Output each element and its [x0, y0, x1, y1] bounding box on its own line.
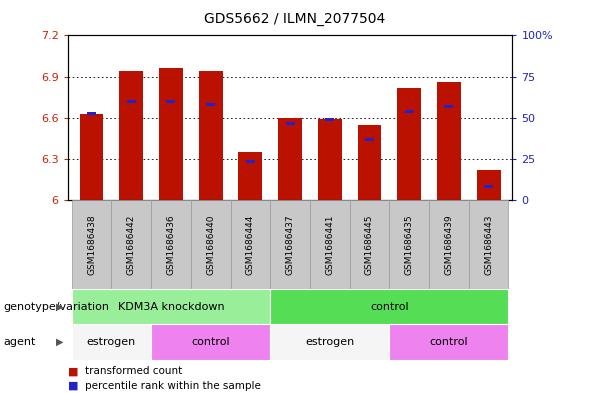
Bar — [350, 200, 389, 289]
Bar — [365, 138, 374, 141]
Bar — [477, 170, 501, 200]
Bar — [151, 200, 191, 289]
Text: percentile rank within the sample: percentile rank within the sample — [85, 381, 262, 391]
Text: control: control — [429, 337, 468, 347]
Bar — [127, 100, 136, 103]
Text: GDS5662 / ILMN_2077504: GDS5662 / ILMN_2077504 — [204, 12, 385, 26]
Text: GSM1686445: GSM1686445 — [365, 215, 374, 275]
Text: KDM3A knockdown: KDM3A knockdown — [118, 301, 224, 312]
Bar — [80, 114, 104, 200]
Bar — [286, 122, 294, 125]
Bar — [230, 200, 270, 289]
Bar — [87, 112, 96, 115]
Text: GSM1686435: GSM1686435 — [405, 214, 413, 275]
Bar — [405, 110, 413, 112]
Bar — [398, 88, 421, 200]
Bar — [159, 68, 183, 200]
Text: GSM1686438: GSM1686438 — [87, 214, 96, 275]
Text: genotype/variation: genotype/variation — [3, 301, 109, 312]
Text: estrogen: estrogen — [305, 337, 355, 347]
Bar — [429, 200, 469, 289]
Bar — [389, 200, 429, 289]
Bar — [270, 289, 508, 324]
Text: ■: ■ — [68, 366, 78, 376]
Text: control: control — [191, 337, 230, 347]
Bar — [167, 100, 176, 103]
Bar — [325, 118, 335, 121]
Text: ▶: ▶ — [56, 337, 64, 347]
Text: ■: ■ — [68, 381, 78, 391]
Text: estrogen: estrogen — [87, 337, 136, 347]
Bar — [206, 103, 215, 106]
Bar — [270, 200, 310, 289]
Text: GSM1686437: GSM1686437 — [286, 214, 294, 275]
Bar — [278, 118, 302, 200]
Text: GSM1686443: GSM1686443 — [484, 215, 493, 275]
Text: control: control — [370, 301, 409, 312]
Bar — [151, 324, 270, 360]
Bar — [318, 119, 342, 200]
Bar — [111, 200, 151, 289]
Bar — [239, 152, 262, 200]
Bar — [72, 289, 270, 324]
Bar — [484, 185, 493, 188]
Bar — [437, 82, 461, 200]
Text: agent: agent — [3, 337, 35, 347]
Bar — [191, 200, 230, 289]
Text: GSM1686444: GSM1686444 — [246, 215, 255, 275]
Bar — [469, 200, 508, 289]
Text: GSM1686442: GSM1686442 — [127, 215, 135, 275]
Bar — [310, 200, 350, 289]
Bar — [444, 105, 454, 108]
Text: GSM1686436: GSM1686436 — [167, 214, 176, 275]
Bar — [246, 160, 255, 163]
Bar — [389, 324, 508, 360]
Text: GSM1686439: GSM1686439 — [445, 214, 454, 275]
Bar — [72, 324, 151, 360]
Bar — [358, 125, 382, 200]
Text: GSM1686440: GSM1686440 — [206, 215, 215, 275]
Text: GSM1686441: GSM1686441 — [325, 215, 335, 275]
Bar — [270, 324, 389, 360]
Text: transformed count: transformed count — [85, 366, 183, 376]
Bar — [72, 200, 111, 289]
Text: ▶: ▶ — [56, 301, 64, 312]
Bar — [120, 71, 143, 200]
Bar — [198, 71, 223, 200]
